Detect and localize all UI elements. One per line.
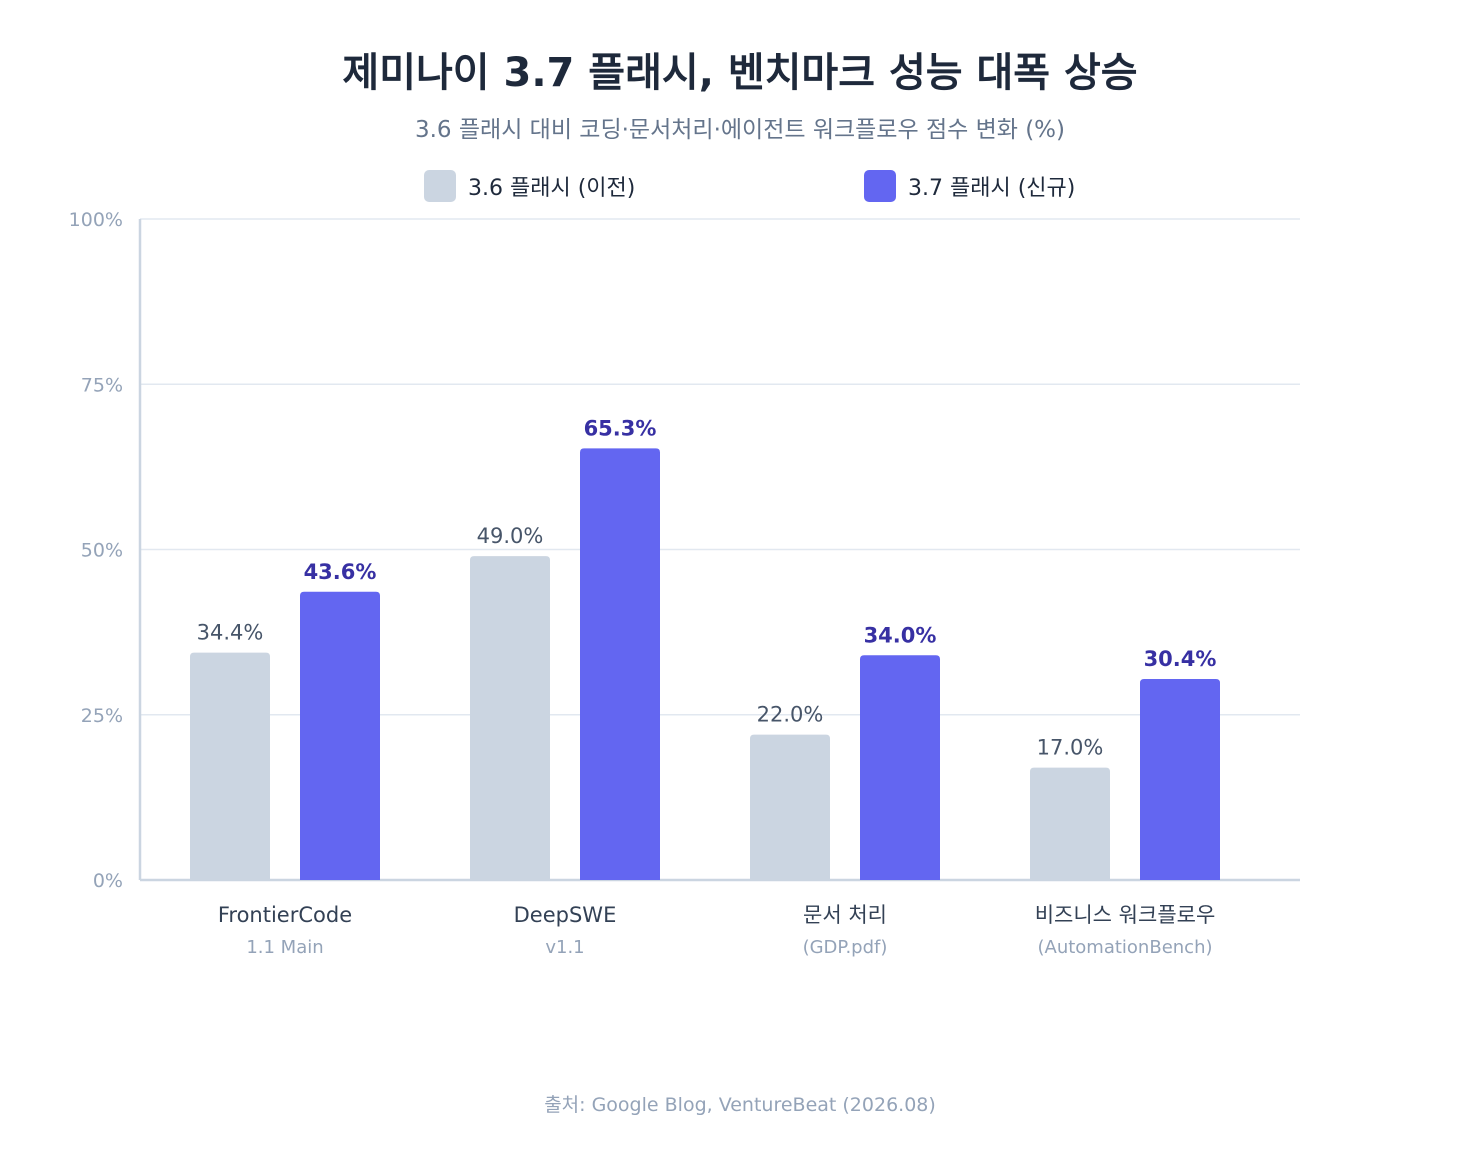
data-label-new: 43.6% xyxy=(304,560,377,584)
legend-label-old: 3.6 플래시 (이전) xyxy=(468,176,636,201)
legend-swatch-new xyxy=(864,170,896,202)
legend-item-old: 3.6 플래시 (이전) xyxy=(424,168,635,204)
bar-new xyxy=(580,448,660,880)
source-note: 출처: Google Blog, VentureBeat (2026.08) xyxy=(544,1094,936,1116)
data-label-old: 22.0% xyxy=(757,703,824,727)
bar-old xyxy=(470,556,550,880)
x-category-sublabel: (AutomationBench) xyxy=(1037,937,1212,958)
x-category-sublabel: (GDP.pdf) xyxy=(803,937,888,958)
bar-new xyxy=(300,591,380,880)
legend-swatch-old xyxy=(424,170,456,202)
data-label-old: 49.0% xyxy=(477,524,544,548)
bar-new xyxy=(1140,679,1220,880)
x-category-label: 비즈니스 워크플로우 xyxy=(1035,903,1216,927)
bar-old xyxy=(190,652,270,880)
chart-subtitle: 3.6 플래시 대비 코딩·문서처리·에이전트 워크플로우 점수 변화 (%) xyxy=(414,117,1066,143)
x-category-label: DeepSWE xyxy=(514,903,617,927)
bar-old xyxy=(750,734,830,880)
x-category-label: 문서 처리 xyxy=(803,903,887,927)
legend-label-new: 3.7 플래시 (신규) xyxy=(908,176,1076,201)
data-label-new: 65.3% xyxy=(584,416,657,440)
data-label-new: 34.0% xyxy=(864,623,937,647)
chart-title: 제미나이 3.7 플래시, 벤치마크 성능 대폭 상승 xyxy=(342,50,1138,96)
y-tick-label: 50% xyxy=(81,540,123,562)
bar-new xyxy=(860,655,940,880)
data-label-new: 30.4% xyxy=(1144,647,1217,671)
bar-old xyxy=(1030,767,1110,880)
y-tick-label: 75% xyxy=(81,374,123,396)
y-tick-label: 100% xyxy=(69,209,123,231)
x-category-sublabel: v1.1 xyxy=(545,937,584,958)
chart-legend: 3.6 플래시 (이전) 3.7 플래시 (신규) xyxy=(0,168,1480,204)
y-tick-label: 25% xyxy=(81,705,123,727)
x-category-sublabel: 1.1 Main xyxy=(246,937,323,958)
legend-item-new: 3.7 플래시 (신규) xyxy=(864,168,1075,204)
y-tick-label: 0% xyxy=(93,870,123,892)
x-category-label: FrontierCode xyxy=(218,903,352,927)
data-label-old: 17.0% xyxy=(1037,736,1104,760)
data-label-old: 34.4% xyxy=(197,621,264,645)
